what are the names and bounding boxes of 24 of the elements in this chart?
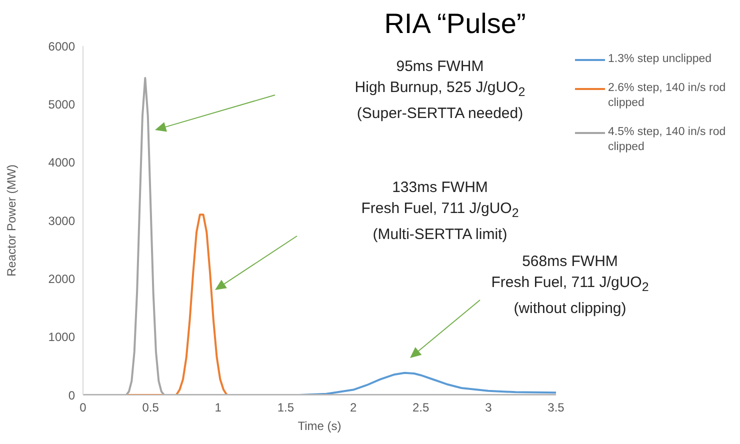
y-tick-label: 3000 xyxy=(48,214,76,228)
annotation: 133ms FWHM Fresh Fuel, 711 J/gUO$_{2}$ (Multi-SERTTA limit) xyxy=(360,178,520,245)
legend-label: 2.6% step, 140 in/s rod clipped xyxy=(608,81,727,111)
y-axis-title: Reactor Power (MW) xyxy=(4,164,18,277)
x-tick-label: 0 xyxy=(80,400,87,415)
y-tick-label: 5000 xyxy=(48,97,76,112)
chart-title: RIA “Pulse” xyxy=(383,8,527,40)
x-axis-title: Time (s) xyxy=(298,419,342,433)
text: 568ms FWHM Fresh Fuel, 711 J/gUO$_{2}$ (without clipping) xyxy=(491,253,649,317)
x-tick-label: 2.5 xyxy=(412,400,430,415)
y-tick-label: 4000 xyxy=(48,156,76,170)
x-tick-label: 3.5 xyxy=(548,400,565,415)
y-tick-label: 1000 xyxy=(48,330,76,344)
x-tick-label: 0.5 xyxy=(142,400,160,415)
legend-label: 4.5% step, 140 in/s rod clipped xyxy=(608,125,727,155)
annotation: 95ms FWHM High Burnup, 525 J/gUO$_{2}$ (Super-SERTTA needed) xyxy=(354,57,526,124)
x-tick-label: 3 xyxy=(485,400,492,415)
y-tick-label: 2000 xyxy=(48,272,76,286)
x-tick-label: 1 xyxy=(214,400,222,415)
legend-label: 1.3% step unclipped xyxy=(608,52,712,67)
y-tick-label: 0 xyxy=(68,388,76,402)
x-tick-label: 1.5 xyxy=(277,400,294,415)
y-tick-label: 6000 xyxy=(48,39,76,54)
x-tick-label: 2 xyxy=(350,400,357,415)
